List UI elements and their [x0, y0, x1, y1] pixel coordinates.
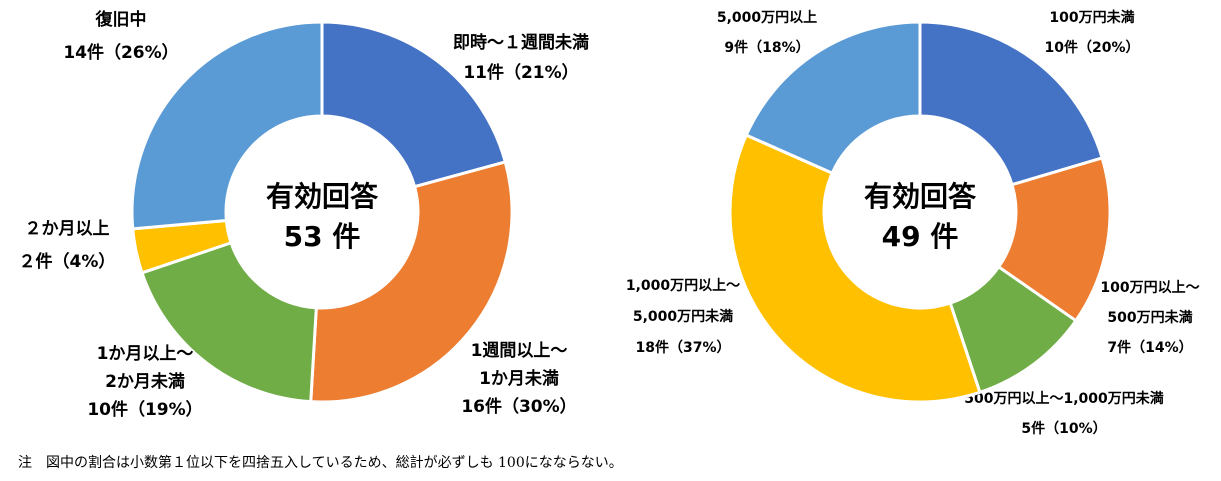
slice-2-4 [728, 133, 982, 404]
donut-chart-1: 即時～１週間未満 11件（21%） 1週間以上～ 1か月未満 16件（30%） 1か月以上… [19, 9, 589, 420]
slice-label-2-1: 100万円未満 10件（20%） [1045, 9, 1140, 56]
slice-label-2-2: 100万円以上～ 500万円未満 7件（14%） [1100, 280, 1199, 356]
center-label-title-2: 有効回答 [864, 180, 977, 213]
center-label-count-1: 53 件 [284, 220, 361, 253]
slice-label-1-5: 復旧中 14件（26%） [63, 9, 178, 63]
slice-label-1-1: 即時～１週間未満 11件（21%） [453, 32, 589, 83]
donut-chart-2: 100万円未満 10件（20%） 100万円以上～ 500万円未満 7件（14%） 500… [626, 9, 1200, 437]
slice-1-1 [320, 20, 508, 189]
slice-1-5 [130, 20, 324, 231]
slice-label-1-3: 1か月以上～ 2か月未満 10件（19%） [87, 344, 202, 420]
slice-2-1 [918, 20, 1105, 187]
center-label-title-1: 有効回答 [266, 180, 379, 213]
slice-label-2-4: 1,000万円以上～ 5,000万円未満 18件（37%） [626, 278, 740, 356]
slice-label-2-3: 500万円以上～1,000万円未満 5件（10%） [964, 390, 1164, 437]
slice-label-1-4: ２か月以上２件（4%） [19, 219, 116, 272]
slice-1-2 [309, 160, 514, 404]
center-label-count-2: 49 件 [882, 220, 959, 253]
slice-label-1-2: 1週間以上～ 1か月未満 16件（30%） [461, 341, 576, 417]
slice-1-3 [140, 240, 318, 404]
slice-label-2-5: 5,000万円以上 9件（18%） [717, 10, 817, 56]
footnote: 注 図中の割合は小数第１位以下を四捨五入しているため、総計が必ずしも 100にな… [18, 455, 623, 471]
slice-2-5 [744, 20, 922, 176]
